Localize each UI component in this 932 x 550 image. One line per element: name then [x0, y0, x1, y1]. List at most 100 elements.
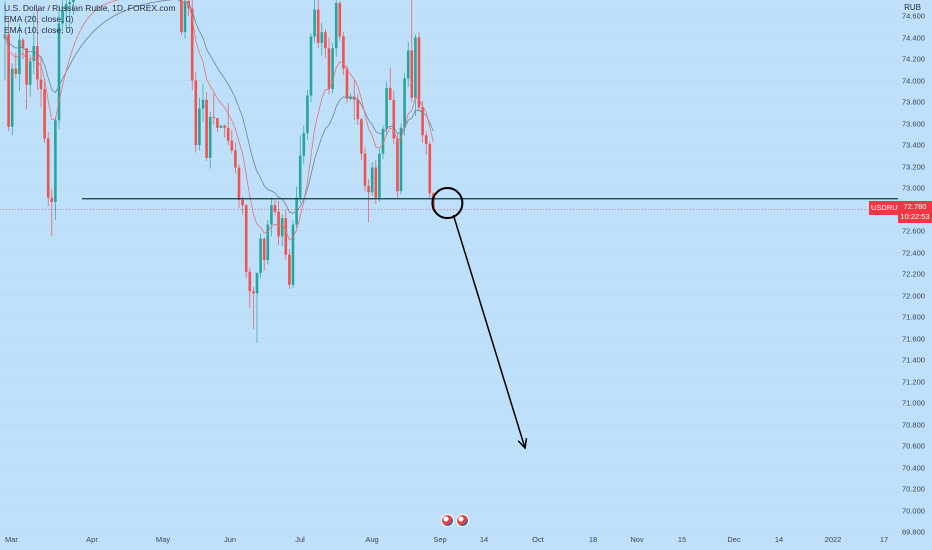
- time-tick-label: Dec: [727, 535, 741, 544]
- price-tick-label: 72.000: [902, 291, 925, 300]
- price-box: 72.780 10:22:53: [898, 201, 932, 223]
- candle-body: [205, 99, 208, 158]
- candle-body: [414, 37, 417, 98]
- candle-body: [313, 9, 316, 37]
- price-tick-label: 71.600: [902, 334, 925, 343]
- economic-events[interactable]: [441, 514, 469, 527]
- candle-body: [345, 68, 349, 99]
- us-flag-icon[interactable]: [441, 514, 454, 527]
- price-gridlines: [0, 15, 898, 533]
- candle-body: [180, 0, 183, 33]
- candle-body: [244, 205, 248, 272]
- candle-body: [291, 224, 295, 285]
- candle-body: [190, 8, 194, 81]
- candle-body: [201, 99, 205, 109]
- price-tick-label: 73.800: [902, 97, 925, 107]
- candle-body: [378, 153, 381, 198]
- candle-body: [327, 48, 331, 90]
- candle-body: [280, 218, 284, 237]
- candle-body: [338, 3, 342, 37]
- candle-body: [36, 46, 39, 80]
- us-flag-icon[interactable]: [456, 514, 469, 527]
- candle-body: [216, 118, 219, 128]
- price-tick-label: 74.400: [902, 33, 925, 42]
- candle-body: [72, 0, 75, 3]
- candle-body: [212, 117, 216, 119]
- price-tick-label: 70.400: [902, 463, 925, 472]
- annotation-circle[interactable]: [431, 187, 464, 220]
- candle-body: [237, 167, 241, 200]
- candle-body: [385, 88, 388, 129]
- candle-body: [61, 10, 64, 24]
- candle-body: [262, 238, 266, 261]
- candle-body: [252, 291, 255, 294]
- candle-body: [248, 271, 252, 292]
- ticker-badge: USDRUB: [869, 201, 905, 215]
- candle-body: [54, 120, 57, 202]
- price-tick-label: 70.000: [902, 506, 925, 515]
- currency-label: RUB: [904, 3, 921, 12]
- candle-body: [39, 79, 43, 90]
- candle-body: [230, 140, 234, 151]
- price-tick-label: 73.000: [902, 183, 925, 193]
- candle-body: [421, 107, 424, 136]
- candle-body: [410, 50, 414, 98]
- price-tick-label: 72.400: [902, 248, 925, 257]
- candle-body: [270, 205, 273, 225]
- candle-body: [324, 32, 327, 49]
- candle-body: [198, 108, 201, 145]
- price-tick-label: 73.600: [902, 119, 925, 128]
- candle-body: [64, 4, 68, 11]
- time-tick-label: 17: [879, 535, 889, 544]
- time-tick-label: Nov: [630, 535, 644, 544]
- price-tick-label: 71.000: [902, 398, 925, 408]
- candle-body: [194, 80, 198, 145]
- candle-body: [277, 211, 280, 237]
- annotation-arrowhead: [517, 437, 528, 450]
- time-tick-label: Oct: [532, 535, 544, 544]
- candle-body: [302, 133, 306, 156]
- candle-body: [57, 23, 61, 121]
- candle-body: [208, 117, 212, 158]
- candle-body: [381, 128, 385, 154]
- time-tick-label: 18: [588, 535, 598, 544]
- candle-body: [50, 197, 54, 202]
- candle-body: [399, 127, 403, 192]
- time-tick-label: Jun: [223, 535, 237, 544]
- candle-body: [356, 99, 360, 120]
- candle-body: [14, 68, 18, 75]
- price-tick-label: 69.800: [902, 527, 925, 537]
- candle-body: [25, 48, 28, 85]
- price-tick-label: 74.600: [902, 11, 925, 21]
- candle-body: [68, 2, 72, 5]
- candle-body: [363, 153, 367, 186]
- candle-body: [266, 224, 270, 261]
- price-tick-label: 71.200: [902, 377, 925, 386]
- time-tick-label: 14: [774, 535, 784, 544]
- bar-countdown: 10:22:53: [900, 212, 930, 221]
- candle-body: [234, 150, 237, 168]
- price-tick-label: 72.200: [902, 269, 925, 279]
- candle-body: [18, 39, 21, 75]
- candle-body: [3, 34, 7, 39]
- ema10-line: [4, 0, 434, 241]
- chart-legend: U.S. Dollar / Russian Ruble, 1D, FOREX.c…: [4, 3, 175, 36]
- candle-body: [424, 135, 428, 144]
- candle-body: [306, 95, 309, 134]
- candle-body: [259, 238, 262, 273]
- candle-body: [241, 199, 244, 206]
- price-tick-label: 71.400: [902, 355, 925, 365]
- candle-body: [417, 37, 421, 108]
- candle-body: [10, 68, 14, 127]
- candle-body: [298, 155, 302, 198]
- candle-body: [428, 143, 432, 194]
- price-tick-label: 74.000: [902, 76, 925, 85]
- annotation-arrow[interactable]: [452, 214, 526, 449]
- candle-body: [46, 138, 50, 198]
- price-tick-label: 71.800: [902, 312, 925, 322]
- candle-body: [7, 34, 10, 127]
- candle-body: [342, 36, 345, 69]
- candle-body: [396, 138, 399, 192]
